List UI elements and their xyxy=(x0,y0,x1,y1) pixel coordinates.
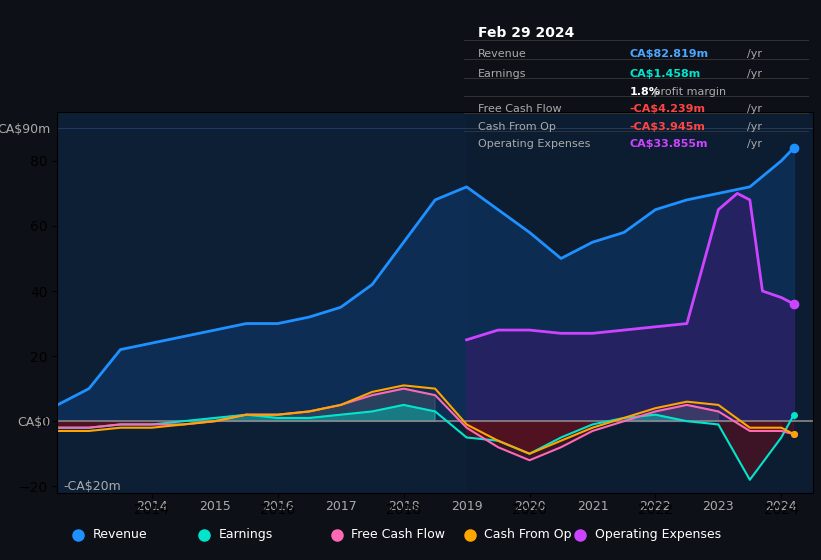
Text: Free Cash Flow: Free Cash Flow xyxy=(478,104,562,114)
Text: profit margin: profit margin xyxy=(650,87,727,97)
Text: Feb 29 2024: Feb 29 2024 xyxy=(478,26,574,40)
Text: /yr: /yr xyxy=(746,104,762,114)
Text: Revenue: Revenue xyxy=(478,49,526,59)
Text: Earnings: Earnings xyxy=(478,69,526,80)
Text: CA$82.819m: CA$82.819m xyxy=(630,49,709,59)
Text: Cash From Op: Cash From Op xyxy=(478,122,556,132)
Text: /yr: /yr xyxy=(746,122,762,132)
Text: Operating Expenses: Operating Expenses xyxy=(595,528,722,542)
Text: Free Cash Flow: Free Cash Flow xyxy=(351,528,445,542)
Bar xyxy=(466,112,813,493)
Text: Cash From Op: Cash From Op xyxy=(484,528,572,542)
Text: -CA$20m: -CA$20m xyxy=(64,480,122,493)
Text: CA$1.458m: CA$1.458m xyxy=(630,69,700,80)
Text: 1.8%: 1.8% xyxy=(630,87,660,97)
Text: CA$33.855m: CA$33.855m xyxy=(630,139,708,150)
Text: -CA$3.945m: -CA$3.945m xyxy=(630,122,705,132)
Text: /yr: /yr xyxy=(746,139,762,150)
Text: Earnings: Earnings xyxy=(218,528,273,542)
Text: Operating Expenses: Operating Expenses xyxy=(478,139,590,150)
Text: /yr: /yr xyxy=(746,49,762,59)
Text: Revenue: Revenue xyxy=(93,528,148,542)
Text: /yr: /yr xyxy=(746,69,762,80)
Text: -CA$4.239m: -CA$4.239m xyxy=(630,104,705,114)
